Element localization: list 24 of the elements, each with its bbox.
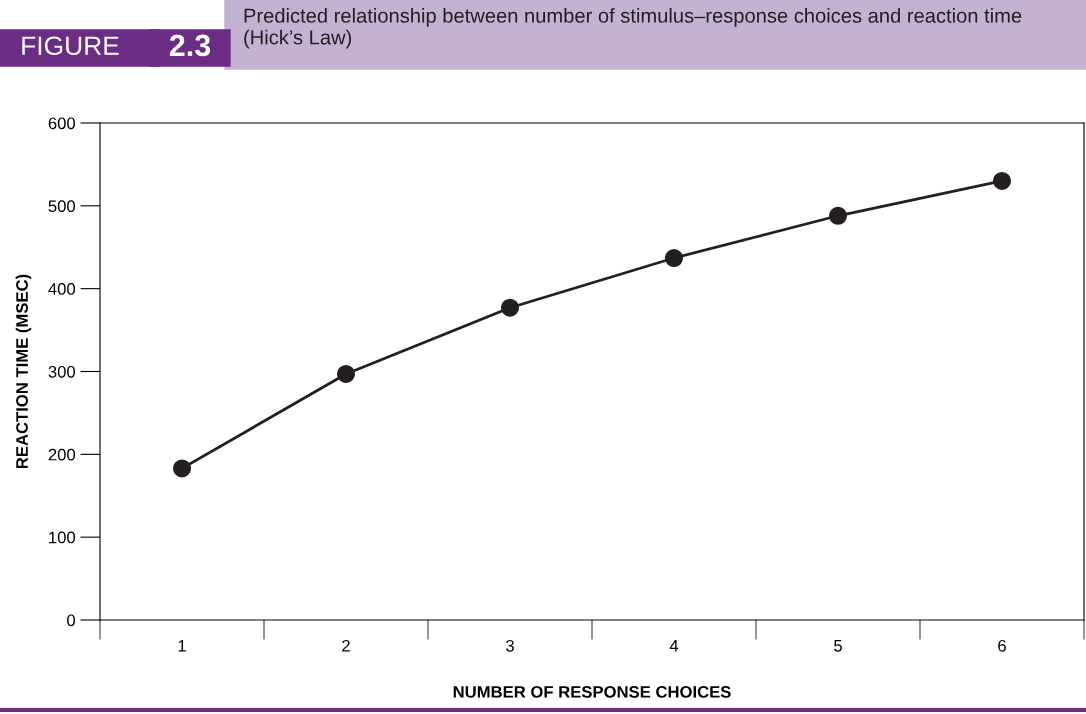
x-tick-label: 1 xyxy=(178,640,186,652)
point xyxy=(992,171,1012,191)
y-axis-title: REACTION TIME (MSEC) xyxy=(15,274,32,469)
chart-title: Predicted relationship between number of stimulus–response choices and reaction time (Hick’s Law) xyxy=(244,8,1022,49)
x-tick-label: 2 xyxy=(342,639,350,652)
point xyxy=(500,298,520,317)
y-tick-label: 300 xyxy=(48,365,76,378)
text: 2.3 xyxy=(169,34,211,57)
point xyxy=(664,248,684,268)
y-tick-label: 500 xyxy=(48,200,76,213)
y-tick-label: 100 xyxy=(49,531,76,544)
x-tick-label: 5 xyxy=(834,640,842,652)
point xyxy=(172,459,192,478)
point xyxy=(828,206,848,225)
y-tick-label: 0 xyxy=(67,614,76,627)
text: FIGURE xyxy=(22,36,119,56)
y-tick-label: 200 xyxy=(48,448,76,461)
x-tick-label: 4 xyxy=(669,640,679,652)
x-tick-label: 3 xyxy=(506,639,514,652)
y-tick-label: 400 xyxy=(48,283,76,295)
x-tick-label: 6 xyxy=(998,639,1006,652)
x-axis-title: NUMBER OF RESPONSE CHOICES xyxy=(453,685,731,698)
point xyxy=(336,364,356,384)
y-tick-label: 600 xyxy=(48,117,76,130)
